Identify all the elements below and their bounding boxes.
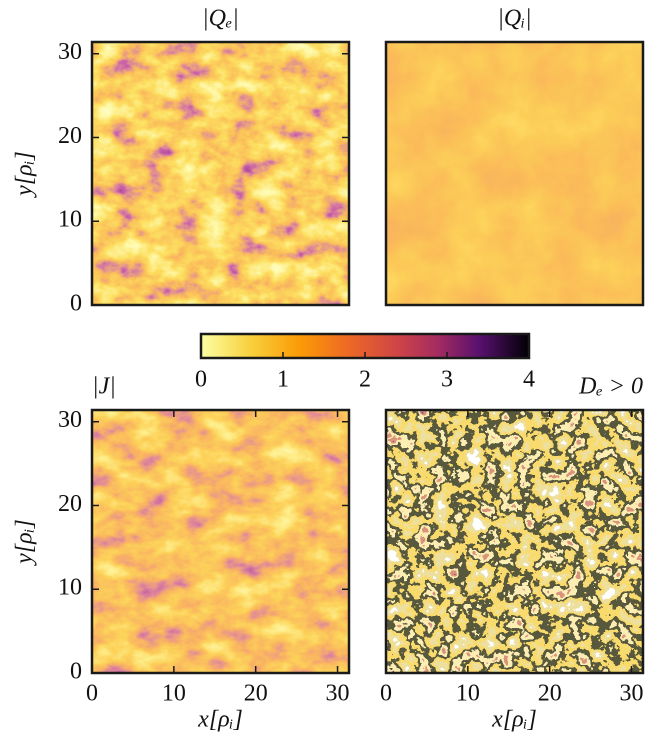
- colorbar-tick-label: 1: [277, 367, 289, 393]
- x-axis-label: x[ρᵢ]: [197, 707, 243, 733]
- y-tick-label: 30: [58, 39, 82, 65]
- y-tick-label: 10: [58, 575, 82, 601]
- panel-frame: [90, 408, 351, 675]
- x-tick-label: 30: [620, 681, 644, 707]
- colorbar-tick-label: 4: [523, 367, 535, 393]
- heatmap-image: [92, 42, 349, 305]
- y-axis-label: y[ρᵢ]: [12, 151, 38, 198]
- panel-frame: [384, 40, 645, 307]
- heatmap-image: [386, 410, 643, 673]
- y-tick-label: 0: [70, 291, 82, 317]
- y-tick-label: 20: [58, 123, 82, 149]
- y-tick-label: 20: [58, 491, 82, 517]
- colorbar-tick-label: 0: [195, 367, 207, 393]
- y-tick-label: 10: [58, 207, 82, 233]
- x-tick-label: 10: [456, 681, 480, 707]
- x-tick-label: 0: [380, 681, 392, 707]
- panel-frame: [384, 408, 645, 675]
- panel-title: |Qₑ|: [202, 6, 239, 32]
- heatmap-image: [92, 410, 349, 673]
- panel-frame: [90, 40, 351, 307]
- y-axis-label: y[ρᵢ]: [12, 519, 38, 566]
- colorbar-tick-label: 3: [441, 367, 453, 393]
- colorbar-tick-label: 2: [359, 367, 371, 393]
- x-tick-label: 0: [86, 681, 98, 707]
- panel-title: |Qᵢ|: [497, 6, 531, 32]
- panel-title: |J|: [92, 374, 116, 400]
- heatmap-image: [386, 42, 643, 305]
- x-tick-label: 20: [538, 681, 562, 707]
- x-tick-label: 30: [326, 681, 350, 707]
- x-tick-label: 10: [162, 681, 186, 707]
- x-tick-label: 20: [244, 681, 268, 707]
- y-tick-label: 0: [70, 659, 82, 685]
- x-axis-label: x[ρᵢ]: [491, 707, 537, 733]
- panel-title: Dₑ > 0: [578, 374, 643, 400]
- y-tick-label: 30: [58, 407, 82, 433]
